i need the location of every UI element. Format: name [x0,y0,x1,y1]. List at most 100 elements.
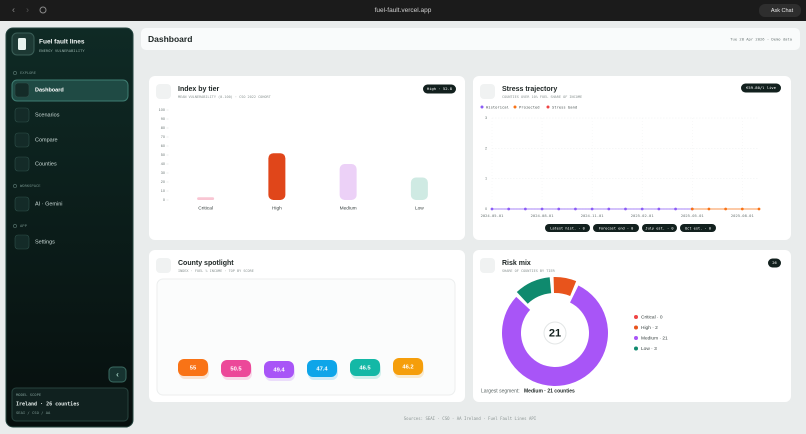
point [507,207,511,211]
x-tick-label: High [272,205,282,211]
bar [268,153,286,200]
scope-box [11,387,129,422]
nav-item[interactable]: Compare [35,137,58,143]
x-tick-label: 2025-02-01 [631,213,655,218]
section-icon [13,224,17,228]
chip-label: Forecast end · 0 [599,226,634,230]
pill [307,360,337,377]
point [574,207,577,211]
point [724,207,728,211]
legend-swatch [634,325,638,330]
pill [264,361,294,378]
legend-label: Projected [519,104,540,109]
legend-swatch [634,315,638,319]
point [690,207,694,211]
card-icon [156,258,171,273]
point [607,207,611,211]
y-tick-label: 30 [161,171,165,175]
y-tick-label: 20 [161,180,165,184]
card-risk [473,250,791,402]
y-tick-label: 50 [161,153,165,157]
section-icon [13,71,17,75]
nav-item[interactable]: Settings [35,239,55,245]
y-tick-label: 3 [485,116,487,120]
x-tick-label: 2025-05-01 [681,213,705,218]
back-button[interactable]: ‹ [12,4,15,14]
pill-value: 50.5 [230,366,242,372]
point [707,207,711,211]
y-tick-label: 100 [159,108,165,112]
donut-segment [553,277,577,296]
nav-item[interactable]: Counties [35,161,57,167]
donut-center-label: 21 [549,327,561,339]
y-tick-label: 60 [161,144,165,148]
legend-swatch [480,105,484,109]
card-title: Risk mix [502,260,531,267]
nav-item[interactable]: Scenarios [35,112,60,118]
legend-label: Historical [486,104,509,109]
bar [197,197,215,200]
x-tick-label: 2024-11-01 [581,213,605,218]
card-subtitle: MEAN VULNERABILITY (0-100) · CSO 2022 CO… [178,95,272,99]
chip [642,224,677,232]
page-title: Dashboard [148,34,192,44]
card-title: County spotlight [178,260,234,267]
header-date: Tue 28 Apr 2026 · Demo data [730,37,792,42]
section-icon [13,184,17,188]
x-tick-label: Medium [340,205,357,211]
point [557,207,561,211]
y-tick-label: 10 [161,189,165,193]
card-subtitle: COUNTIES OVER 10% FUEL SHARE OF INCOME [502,95,582,99]
chip [680,224,716,232]
ask-chat-button[interactable] [759,4,801,17]
card-title: Stress trajectory [502,86,557,93]
reload-button[interactable] [39,6,47,14]
badge [423,84,456,94]
badge-label: €59.80/l live [746,85,776,90]
pill-value: 47.4 [316,366,328,372]
point [757,207,761,211]
card-subtitle: INDEX · FUEL % INCOME · TOP BY SCORE [178,269,254,273]
point [590,207,594,211]
collapse-icon: ‹ [116,370,119,379]
chip [593,224,639,232]
nav-icon [14,156,30,172]
largest-value: Medium · 21 counties [524,388,575,394]
bar [410,177,428,200]
x-tick-label: Critical [198,205,213,211]
x-tick-label: 2024-08-01 [531,213,555,218]
url: fuel-fault.vercel.app [375,7,432,14]
collapse-button[interactable] [108,366,127,383]
pill [221,360,251,377]
legend-label: Low · 3 [641,346,657,352]
card-icon [156,84,171,99]
badge-label: 26 [772,260,777,265]
y-tick-label: 1 [485,177,487,181]
nav-item[interactable]: AI · Gemini [35,201,63,207]
nav-active-bg [11,79,129,102]
legend-label: High · 2 [641,325,658,331]
y-tick-label: 70 [161,135,165,139]
nav-icon [14,107,30,123]
forward-button[interactable]: › [26,4,29,14]
sidebar [5,27,134,428]
point [740,207,744,211]
largest-label: Largest segment: [481,388,520,394]
card-icon [480,84,495,99]
legend-swatch [546,105,550,109]
brand-logo-icon [18,38,26,50]
donut-center [543,321,567,345]
y-tick-label: 2 [485,146,487,150]
ask-chat-label: Ask Chat [771,8,794,14]
section-title: EXPLORE [20,70,37,75]
card-trajectory [473,76,791,240]
y-tick-label: 80 [161,126,165,130]
badge [741,83,781,93]
section-title: WORKSPACE [20,183,41,188]
nav-item[interactable]: Dashboard [35,87,64,93]
pill-value: 46.5 [359,365,371,371]
y-tick-label: 0 [485,207,487,211]
point [523,207,527,211]
